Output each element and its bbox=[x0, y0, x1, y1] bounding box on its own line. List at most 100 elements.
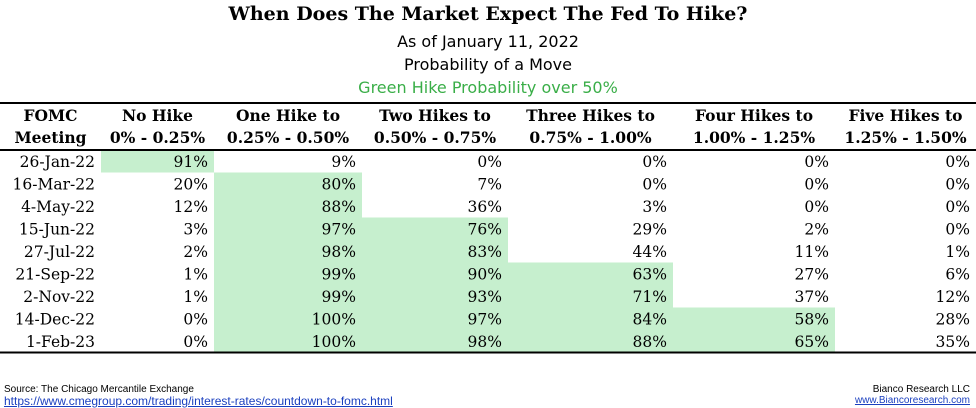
highlight-cell bbox=[673, 307, 835, 330]
chart-title: When Does The Market Expect The Fed To H… bbox=[228, 3, 748, 25]
cell-value: 12% bbox=[936, 288, 970, 306]
cell-value: 65% bbox=[795, 333, 829, 351]
cell-value: 11% bbox=[795, 243, 829, 261]
footer: Source: The Chicago Mercantile Exchange … bbox=[0, 384, 976, 408]
cell-value: 1% bbox=[183, 288, 208, 306]
attribution: Bianco Research LLC bbox=[872, 384, 970, 395]
cell-value: 58% bbox=[795, 311, 829, 329]
column-header-line1: Two Hikes to bbox=[379, 106, 491, 125]
cell-value: 0% bbox=[183, 311, 208, 329]
highlight-cell bbox=[214, 172, 362, 195]
highlight-cell bbox=[214, 195, 362, 218]
cell-value: 27% bbox=[795, 266, 829, 284]
row-date: 27-Jul-22 bbox=[24, 243, 95, 261]
highlight-cell bbox=[362, 240, 508, 263]
cell-value: 97% bbox=[468, 311, 502, 329]
cell-value: 6% bbox=[945, 266, 970, 284]
cell-value: 83% bbox=[468, 243, 502, 261]
row-date: 2-Nov-22 bbox=[23, 288, 95, 306]
cell-value: 20% bbox=[174, 176, 208, 194]
column-header-line1: Four Hikes to bbox=[695, 106, 813, 125]
cell-value: 99% bbox=[322, 266, 356, 284]
site-link[interactable]: www.Biancoresearch.com bbox=[854, 395, 970, 406]
cell-value: 93% bbox=[468, 288, 502, 306]
highlight-cell bbox=[214, 307, 362, 330]
cell-value: 12% bbox=[174, 198, 208, 216]
chart-subtitle: As of January 11, 2022 bbox=[397, 32, 579, 51]
cell-value: 3% bbox=[642, 198, 667, 216]
cell-value: 36% bbox=[468, 198, 502, 216]
highlight-cell bbox=[362, 217, 508, 240]
row-date: 4-May-22 bbox=[21, 198, 95, 216]
column-header-line2: 0.25% - 0.50% bbox=[227, 128, 349, 147]
row-date: 15-Jun-22 bbox=[19, 221, 95, 239]
highlight-cell bbox=[362, 330, 508, 353]
highlight-cell bbox=[673, 330, 835, 353]
cell-value: 99% bbox=[322, 288, 356, 306]
chart-subtitle-2: Probability of a Move bbox=[404, 55, 572, 74]
column-header-line2: 0% - 0.25% bbox=[110, 128, 205, 147]
row-date: 14-Dec-22 bbox=[15, 311, 95, 329]
highlight-note: Green Hike Probability over 50% bbox=[358, 78, 618, 97]
cell-value: 0% bbox=[642, 176, 667, 194]
column-header-line2: Meeting bbox=[14, 128, 86, 147]
cell-value: 28% bbox=[936, 311, 970, 329]
highlight-cell bbox=[362, 262, 508, 285]
highlight-cell bbox=[508, 262, 673, 285]
cell-value: 100% bbox=[312, 311, 356, 329]
cell-value: 97% bbox=[322, 221, 356, 239]
cell-value: 90% bbox=[468, 266, 502, 284]
cell-value: 0% bbox=[945, 153, 970, 171]
cell-value: 63% bbox=[633, 266, 667, 284]
highlight-cell bbox=[508, 307, 673, 330]
highlight-cell bbox=[214, 285, 362, 308]
cell-value: 0% bbox=[945, 176, 970, 194]
cell-value: 35% bbox=[936, 333, 970, 351]
highlight-cell bbox=[362, 285, 508, 308]
row-date: 16-Mar-22 bbox=[13, 176, 95, 194]
cell-value: 9% bbox=[331, 153, 356, 171]
probability-table: FOMC Meeting No Hike 0% - 0.25% One Hike to 0… bbox=[0, 102, 976, 354]
cell-value: 0% bbox=[945, 221, 970, 239]
cell-value: 37% bbox=[795, 288, 829, 306]
source-link[interactable]: https://www.cmegroup.com/trading/interes… bbox=[4, 394, 393, 408]
column-header-line1: One Hike to bbox=[236, 106, 340, 125]
cell-value: 1% bbox=[945, 243, 970, 261]
cell-value: 84% bbox=[633, 311, 667, 329]
cell-value: 88% bbox=[633, 333, 667, 351]
cell-value: 88% bbox=[322, 198, 356, 216]
cell-value: 98% bbox=[322, 243, 356, 261]
highlight-cell bbox=[508, 285, 673, 308]
cell-value: 0% bbox=[642, 153, 667, 171]
cell-value: 0% bbox=[804, 176, 829, 194]
cell-value: 0% bbox=[804, 198, 829, 216]
column-header-line1: Five Hikes to bbox=[849, 106, 963, 125]
column-header-line2: 0.50% - 0.75% bbox=[374, 128, 496, 147]
cell-value: 29% bbox=[633, 221, 667, 239]
cell-value: 71% bbox=[633, 288, 667, 306]
highlight-cell bbox=[362, 307, 508, 330]
highlight-cell bbox=[101, 150, 214, 173]
highlight-cell bbox=[214, 240, 362, 263]
cell-value: 100% bbox=[312, 333, 356, 351]
cell-value: 2% bbox=[183, 243, 208, 261]
row-date: 1-Feb-23 bbox=[26, 333, 95, 351]
cell-value: 44% bbox=[633, 243, 667, 261]
row-date: 26-Jan-22 bbox=[20, 153, 95, 171]
highlight-cell bbox=[214, 330, 362, 353]
cell-value: 0% bbox=[477, 153, 502, 171]
cell-value: 3% bbox=[183, 221, 208, 239]
cell-value: 98% bbox=[468, 333, 502, 351]
cell-value: 80% bbox=[322, 176, 356, 194]
column-header-line1: No Hike bbox=[122, 106, 193, 125]
cell-value: 0% bbox=[183, 333, 208, 351]
column-header-line2: 1.25% - 1.50% bbox=[844, 128, 966, 147]
highlight-cell bbox=[214, 217, 362, 240]
highlight-cell bbox=[508, 330, 673, 353]
column-header-line2: 1.00% - 1.25% bbox=[693, 128, 815, 147]
highlight-cell bbox=[214, 262, 362, 285]
cell-value: 91% bbox=[174, 153, 208, 171]
cell-value: 7% bbox=[477, 176, 502, 194]
cell-value: 0% bbox=[945, 198, 970, 216]
source-note: Source: The Chicago Mercantile Exchange bbox=[4, 384, 194, 395]
